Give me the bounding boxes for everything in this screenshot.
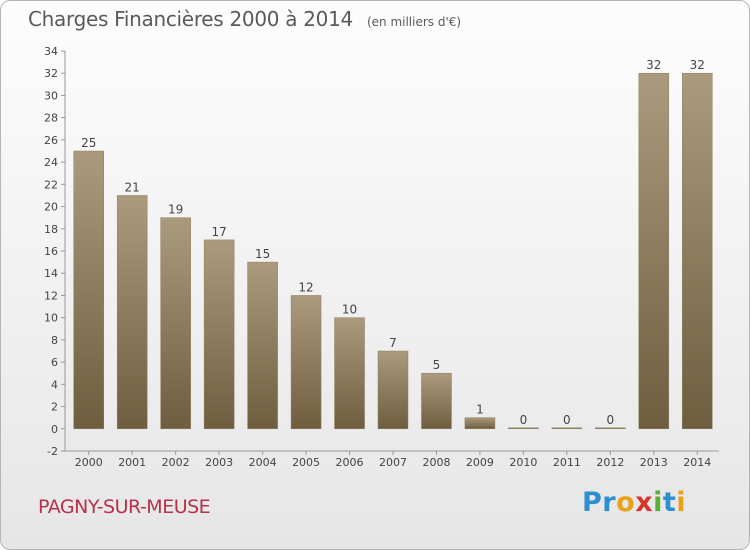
y-tick-label: 12 <box>44 289 58 302</box>
data-label: 25 <box>81 136 96 150</box>
data-label: 32 <box>646 58 661 72</box>
bar <box>73 150 104 430</box>
y-tick-label: 4 <box>51 378 58 391</box>
y-tick-label: 20 <box>44 201 58 214</box>
x-tick-label: 2002 <box>162 456 190 469</box>
x-tick-label: 2010 <box>509 456 537 469</box>
x-tick-label: 2000 <box>75 456 103 469</box>
y-tick-label: 24 <box>44 156 58 169</box>
bar <box>290 295 322 430</box>
bar <box>638 72 670 430</box>
x-tick-label: 2009 <box>466 456 494 469</box>
x-tick-label: 2008 <box>422 456 450 469</box>
data-label: 0 <box>607 413 615 427</box>
y-tick-label: 26 <box>44 134 58 147</box>
bar <box>116 195 148 430</box>
x-tick-label: 2011 <box>553 456 581 469</box>
y-tick-label: 6 <box>51 356 58 369</box>
bars <box>73 72 713 430</box>
bar <box>203 239 235 430</box>
y-tick-label: 8 <box>51 334 58 347</box>
title-text: Charges Financières 2000 à 2014 <box>28 7 353 31</box>
data-label: 10 <box>342 303 357 317</box>
x-tick-label: 2012 <box>596 456 624 469</box>
x-tick-label: 2003 <box>205 456 233 469</box>
data-label: 15 <box>255 247 270 261</box>
chart-title: Charges Financières 2000 à 2014 (en milli… <box>28 7 461 31</box>
bar <box>247 261 278 430</box>
chart-subtitle: (en milliers d'€) <box>366 15 462 29</box>
proxiti-logo: Proxiti <box>582 487 687 518</box>
x-tick-label: 2014 <box>683 456 711 469</box>
data-label: 0 <box>520 413 528 427</box>
y-tick-label: 18 <box>44 223 58 236</box>
y-tick-label: 10 <box>44 312 58 325</box>
x-tick-label: 2004 <box>249 456 277 469</box>
x-tick-label: 2001 <box>118 456 146 469</box>
data-label: 12 <box>298 280 313 294</box>
bar <box>464 417 496 430</box>
data-label: 21 <box>125 180 140 194</box>
data-label: 0 <box>563 413 571 427</box>
bar <box>595 427 626 430</box>
place-name: PAGNY-SUR-MEUSE <box>38 496 211 518</box>
y-tick-label: 14 <box>44 267 58 280</box>
x-tick-label: 2007 <box>379 456 407 469</box>
data-label: 19 <box>168 203 183 217</box>
data-label: 17 <box>211 225 226 239</box>
y-tick-label: 30 <box>44 89 58 102</box>
bar <box>334 317 365 430</box>
x-tick-label: 2013 <box>640 456 668 469</box>
y-tick-label: 22 <box>44 178 58 191</box>
bar <box>551 427 583 430</box>
y-tick-label: 28 <box>44 112 58 125</box>
y-tick-label: 34 <box>44 45 58 58</box>
bar <box>682 72 713 430</box>
bar <box>377 350 409 430</box>
y-tick-label: -2 <box>47 445 58 458</box>
y-tick-label: 32 <box>44 67 58 80</box>
x-tick-label: 2006 <box>336 456 364 469</box>
bar <box>508 427 539 430</box>
bar <box>421 372 452 430</box>
data-label: 1 <box>476 403 484 417</box>
bar <box>160 217 191 430</box>
y-tick-label: 2 <box>51 401 58 414</box>
data-label: 5 <box>433 358 441 372</box>
y-tick-label: 16 <box>44 245 58 258</box>
data-label: 7 <box>389 336 397 350</box>
data-label: 32 <box>690 58 705 72</box>
y-tick-label: 0 <box>51 423 58 436</box>
x-tick-label: 2005 <box>292 456 320 469</box>
